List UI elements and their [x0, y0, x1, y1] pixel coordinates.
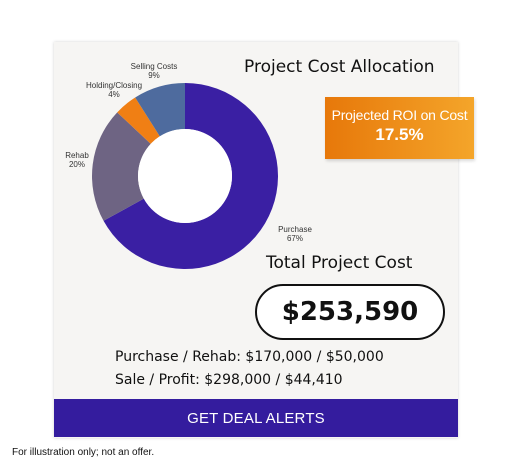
get-deal-alerts-button[interactable]: GET DEAL ALERTS	[54, 399, 458, 437]
slice-label-value: 67%	[287, 234, 303, 243]
total-cost-pill: $253,590	[255, 284, 445, 340]
total-cost-label: Total Project Cost	[266, 253, 413, 273]
slice-label-value: 20%	[69, 160, 85, 169]
disclaimer-footnote: For illustration only; not an offer.	[12, 447, 155, 458]
roi-badge: Projected ROI on Cost 17.5%	[325, 97, 474, 159]
slice-purchase	[103, 83, 278, 269]
donut-hole	[138, 129, 232, 223]
roi-value: 17.5%	[375, 125, 424, 144]
slice-holding-closing	[117, 97, 160, 144]
chart-title: Project Cost Allocation	[244, 57, 435, 77]
slice-label-value: 4%	[108, 90, 120, 99]
slice-rehab	[92, 112, 151, 221]
slice-label-name: Selling Costs	[131, 62, 178, 71]
total-cost-value: $253,590	[281, 297, 419, 327]
sale-profit-detail: Sale / Profit: $298,000 / $44,410	[115, 372, 343, 388]
slice-label-name: Rehab	[65, 151, 89, 160]
slice-label-value: 9%	[148, 71, 160, 80]
slice-selling-costs	[135, 83, 185, 137]
slice-label-name: Purchase	[278, 225, 312, 234]
roi-label: Projected ROI on Cost	[331, 107, 468, 123]
slice-label-name: Holding/Closing	[86, 81, 142, 90]
purchase-rehab-detail: Purchase / Rehab: $170,000 / $50,000	[115, 349, 384, 365]
